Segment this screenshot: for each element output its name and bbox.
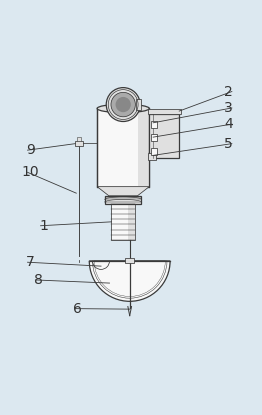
Polygon shape bbox=[111, 204, 135, 240]
Polygon shape bbox=[138, 108, 149, 187]
Circle shape bbox=[116, 97, 131, 112]
Text: 5: 5 bbox=[224, 137, 233, 151]
Text: 3: 3 bbox=[224, 101, 233, 115]
Circle shape bbox=[106, 88, 140, 122]
Bar bbox=[151, 134, 157, 141]
Text: 10: 10 bbox=[22, 165, 40, 179]
Polygon shape bbox=[97, 108, 149, 187]
Text: 9: 9 bbox=[26, 143, 35, 157]
Text: 6: 6 bbox=[73, 302, 82, 316]
Polygon shape bbox=[97, 187, 149, 196]
Polygon shape bbox=[149, 114, 179, 158]
Wedge shape bbox=[89, 261, 170, 301]
Bar bbox=[148, 153, 156, 160]
Bar bbox=[77, 137, 81, 141]
Bar bbox=[75, 141, 83, 146]
Ellipse shape bbox=[97, 104, 149, 112]
Bar bbox=[151, 148, 157, 155]
Text: 2: 2 bbox=[224, 85, 233, 98]
Bar bbox=[151, 121, 157, 128]
Wedge shape bbox=[92, 261, 167, 298]
Text: 1: 1 bbox=[39, 219, 48, 233]
Text: 7: 7 bbox=[26, 255, 35, 269]
Bar bbox=[125, 258, 134, 263]
Polygon shape bbox=[128, 204, 135, 240]
Circle shape bbox=[111, 93, 135, 117]
Text: 4: 4 bbox=[224, 117, 233, 131]
Bar bbox=[136, 99, 141, 110]
Polygon shape bbox=[148, 109, 181, 114]
Polygon shape bbox=[106, 196, 141, 204]
Text: 8: 8 bbox=[34, 273, 43, 287]
